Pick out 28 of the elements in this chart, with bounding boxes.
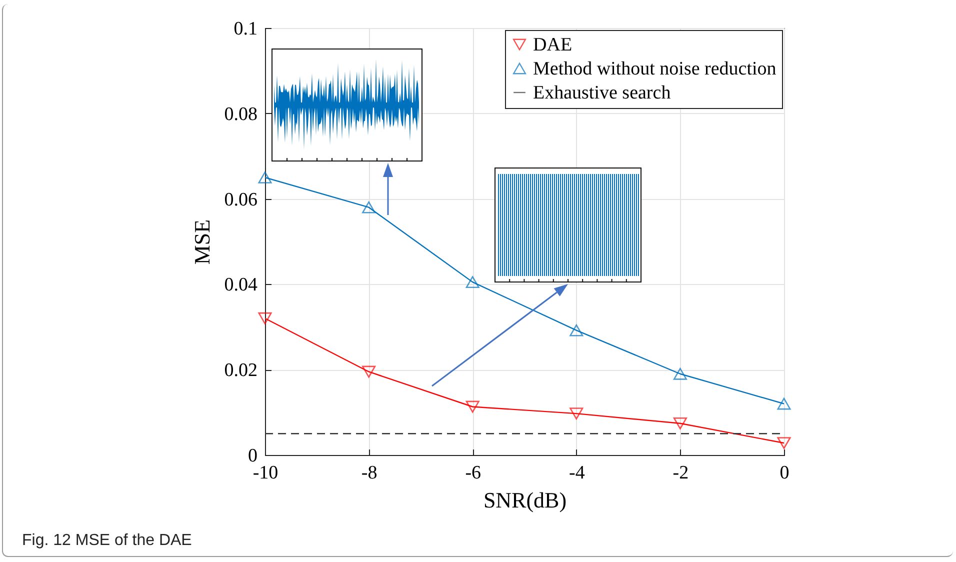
x-tick-label: -2 [672, 462, 689, 484]
y-axis-title: MSE [189, 219, 214, 265]
legend-label: Method without noise reduction [533, 58, 777, 80]
y-tick-label: 0.02 [224, 360, 258, 382]
y-tick-label: 0.06 [224, 189, 258, 210]
point [362, 366, 376, 378]
point [777, 437, 791, 449]
point [258, 312, 272, 324]
point [673, 417, 687, 430]
x-axis-title: SNR(dB) [483, 488, 567, 512]
x-tick-label: -4 [568, 462, 586, 484]
legend-label: DAE [533, 34, 572, 56]
point [777, 398, 791, 410]
point [673, 368, 687, 380]
point [570, 324, 584, 336]
x-tick-label: -6 [465, 462, 482, 484]
point [466, 400, 480, 413]
point [362, 201, 376, 214]
point [466, 276, 480, 288]
legend-label: Exhaustive search [533, 82, 672, 104]
point [570, 408, 584, 420]
caption: Fig. 12 MSE of the DAE [22, 532, 192, 550]
y-tick-label: 0.08 [224, 104, 258, 125]
x-tick-label: 0 [780, 462, 790, 484]
point [258, 171, 272, 184]
y-tick-label: 0.1 [234, 18, 258, 40]
x-tick-label: -8 [361, 462, 378, 484]
y-tick-label: 0.04 [224, 274, 258, 296]
